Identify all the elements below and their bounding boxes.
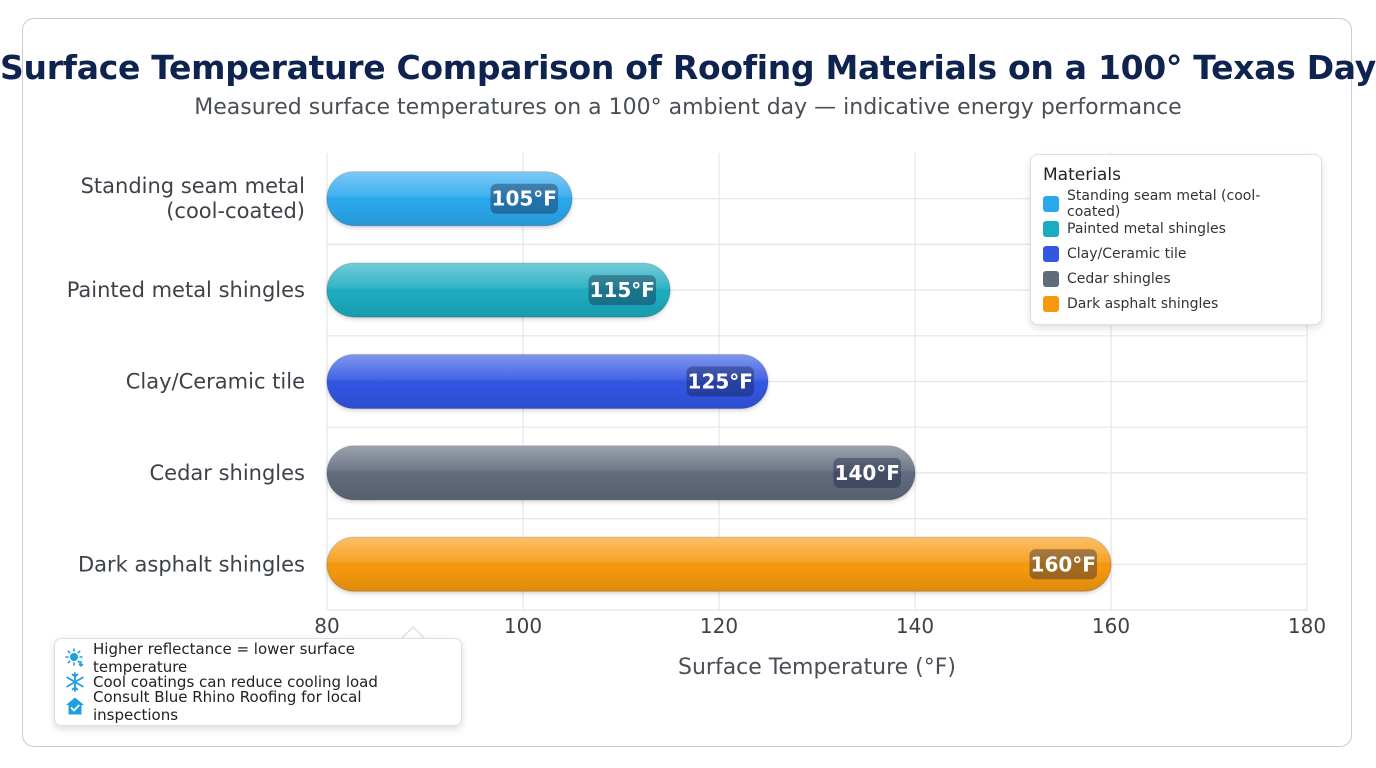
x-axis-ticks: 80 100 120 140 160 180 [314,614,1326,638]
legend-swatch [1043,270,1059,287]
data-label-badge [588,275,656,306]
data-label-badge [833,457,901,488]
notes-box: Higher reflectance = lower surface tempe… [54,638,462,726]
legend-item: Cedar shingles [1043,266,1309,291]
legend-item: Dark asphalt shingles [1043,291,1309,316]
house-check-icon [65,696,93,716]
legend-item: Clay/Ceramic tile [1043,241,1309,266]
category-label: Painted metal shingles [67,278,305,302]
x-tick-label: 80 [314,614,339,638]
category-label: Standing seam metal [81,174,305,198]
legend-swatch [1043,245,1059,262]
data-label-badge [490,183,558,214]
data-label: 140°F [835,461,900,485]
x-tick-label: 140 [896,614,934,638]
category-label: (cool-coated) [166,199,305,223]
legend-swatch [1043,295,1059,312]
data-label: 125°F [688,370,753,394]
legend-swatch [1043,195,1059,212]
legend-items: Standing seam metal (cool-coated) Painted… [1043,188,1309,316]
bar-gloss [327,263,670,318]
bar: 105°F [326,171,573,227]
bar-gloss [327,537,1111,592]
note-text: Cool coatings can reduce cooling load [93,673,378,691]
category-label: Clay/Ceramic tile [126,370,305,394]
bar: 140°F [326,445,916,501]
bar-gloss [327,354,768,409]
legend-label: Clay/Ceramic tile [1067,245,1187,262]
chart-title: Surface Temperature Comparison of Roofin… [0,48,1376,87]
bar: 160°F [326,536,1112,592]
bar: 115°F [326,262,671,318]
data-label: 105°F [492,187,557,211]
note-item: Cool coatings can reduce cooling load [65,670,451,694]
data-label-badge [686,366,754,397]
bar-gloss [327,171,572,226]
x-axis-label: Surface Temperature (°F) [678,655,956,680]
bar-gloss [327,445,915,500]
bars: 105°F 115°F 125°F 140°F 160°F [326,171,1112,592]
legend-label: Painted metal shingles [1067,220,1226,237]
snowflake-icon [65,672,93,692]
legend-label: Dark asphalt shingles [1067,295,1219,312]
data-label: 160°F [1031,552,1096,576]
x-tick-label: 120 [700,614,738,638]
legend-item: Painted metal shingles [1043,216,1309,241]
notes-pointer-inner [401,628,425,640]
legend: Materials Standing seam metal (cool-coat… [1030,154,1322,325]
category-label: Dark asphalt shingles [78,552,305,576]
sun-icon [65,648,93,668]
note-text: Higher reflectance = lower surface tempe… [93,640,356,676]
x-tick-label: 100 [504,614,542,638]
legend-swatch [1043,220,1059,237]
data-label-badge [1029,549,1097,580]
legend-label: Cedar shingles [1067,270,1171,287]
x-tick-label: 180 [1288,614,1326,638]
note-item: Consult Blue Rhino Roofing for local ins… [65,688,451,724]
x-tick-label: 160 [1092,614,1130,638]
bar: 125°F [326,354,769,409]
legend-item: Standing seam metal (cool-coated) [1043,188,1309,220]
legend-title: Materials [1043,165,1121,185]
note-item: Higher reflectance = lower surface tempe… [65,640,451,676]
note-text: Consult Blue Rhino Roofing for local ins… [93,688,362,724]
category-label: Cedar shingles [149,461,305,485]
data-label: 115°F [590,278,655,302]
y-axis-labels: Standing seam metal(cool-coated) Painted … [67,174,305,576]
chart-subtitle: Measured surface temperatures on a 100° … [194,95,1182,120]
legend-label: Standing seam metal (cool-coated) [1067,187,1261,220]
